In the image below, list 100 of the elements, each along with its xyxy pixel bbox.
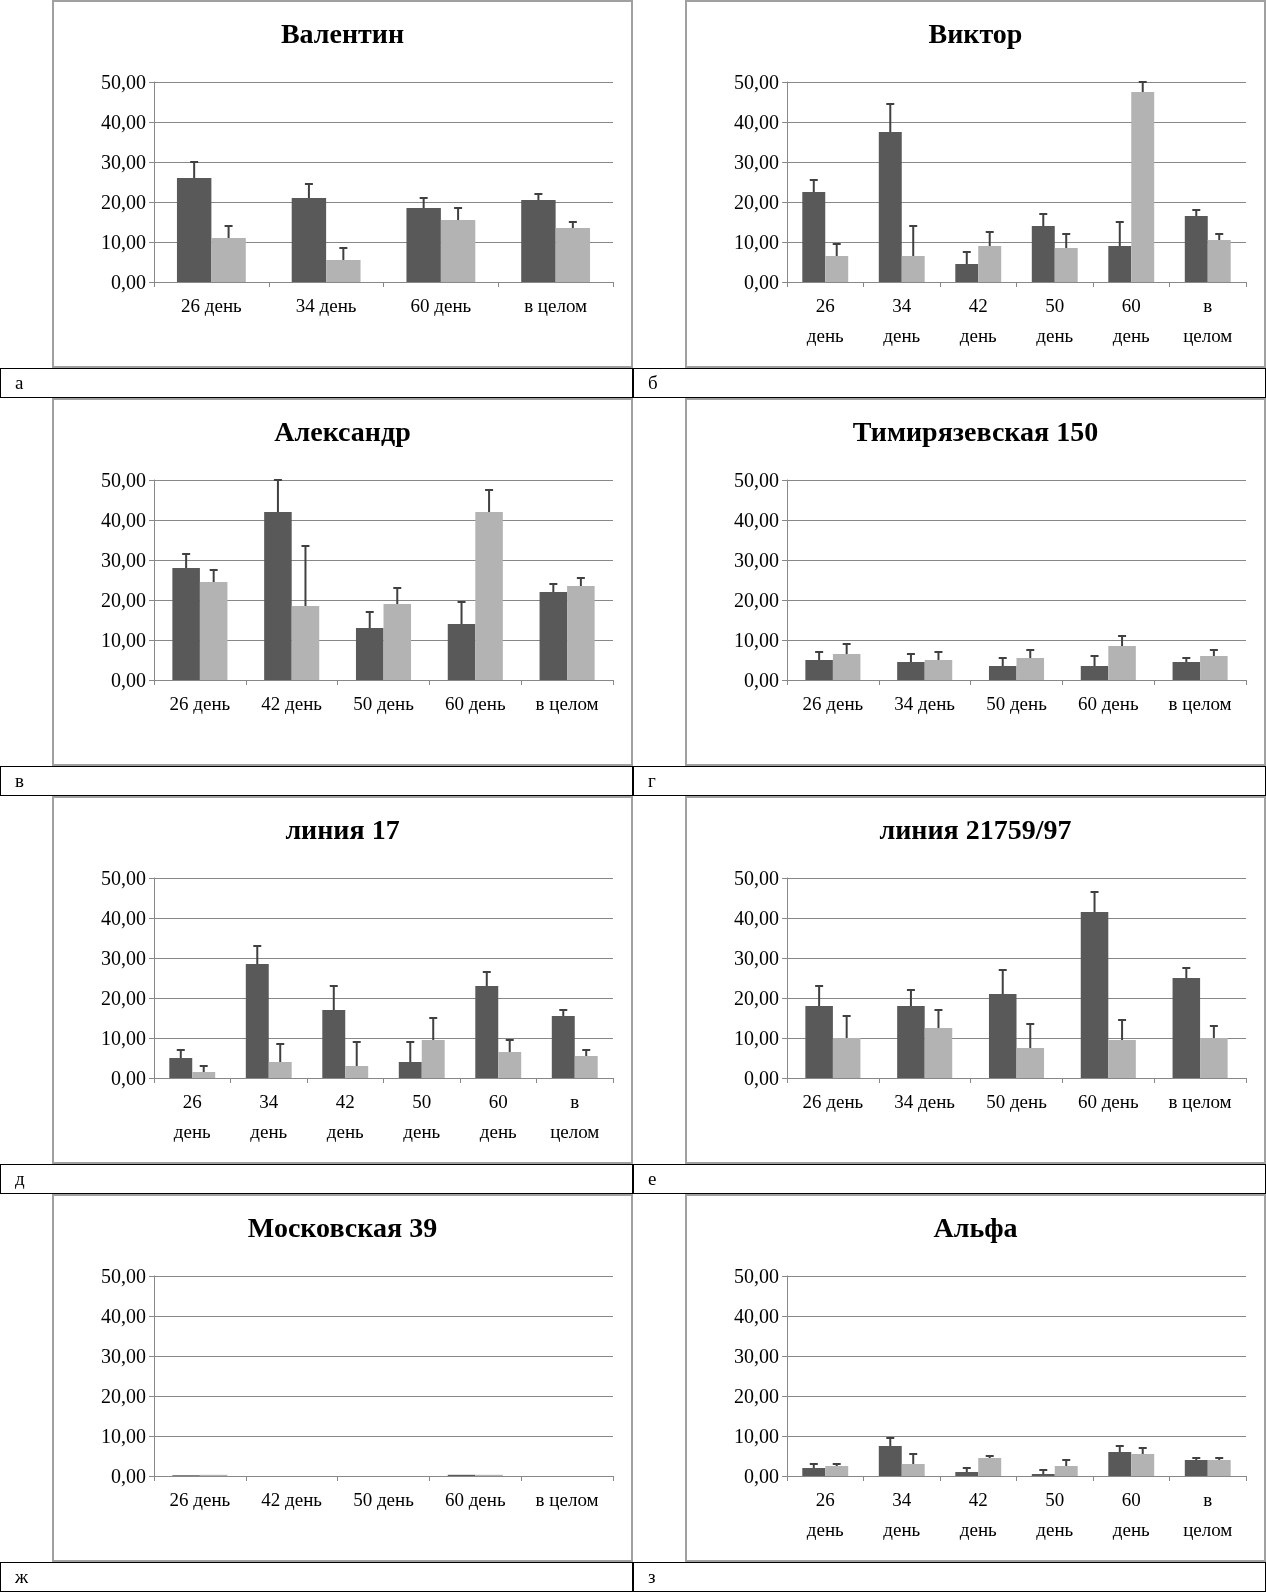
y-tick-label: 50,00	[101, 469, 146, 491]
y-tick-label: 20,00	[734, 1385, 779, 1407]
x-tick-label: в целом	[1183, 1488, 1233, 1540]
y-tick-label: 40,00	[101, 907, 146, 929]
y-tick-label: 30,00	[734, 549, 779, 571]
y-tick-label: 0,00	[111, 271, 146, 293]
y-tick-label: 30,00	[734, 947, 779, 969]
x-tick-label: 26 день	[802, 1090, 864, 1112]
x-tick-label: 60 день	[1077, 1090, 1139, 1112]
x-tick-label: в целом	[550, 1090, 600, 1142]
y-tick-label: 30,00	[101, 549, 146, 571]
y-tick-label: 50,00	[734, 469, 779, 491]
y-tick-label: 0,00	[744, 271, 779, 293]
chart-title: линия 17	[285, 813, 400, 845]
x-tick-label: 50 день	[353, 1488, 415, 1510]
x-tick-label: 34 день	[883, 294, 921, 346]
y-tick-label: 40,00	[101, 1305, 146, 1327]
y-tick-label: 50,00	[101, 867, 146, 889]
y-tick-label: 20,00	[734, 191, 779, 213]
x-tick-label: 60 день	[1077, 692, 1139, 714]
y-tick-label: 10,00	[101, 1027, 146, 1049]
x-tick-label: 50 день	[986, 1090, 1048, 1112]
chart-title: линия 21759/97	[879, 813, 1072, 845]
y-tick-label: 10,00	[101, 629, 146, 651]
text: б	[633, 368, 1266, 398]
x-tick-label: 42 день	[261, 692, 323, 714]
text: з	[633, 1562, 1266, 1592]
x-tick-label: 42 день	[326, 1090, 365, 1142]
x-tick-label: в целом	[1168, 1090, 1232, 1112]
text: а	[0, 368, 633, 398]
y-tick-label: 40,00	[734, 907, 779, 929]
y-tick-label: 10,00	[734, 231, 779, 253]
x-tick-label: 50 день	[403, 1090, 441, 1142]
x-tick-label: 26 день	[181, 294, 243, 316]
x-tick-label: 34 день	[883, 1488, 921, 1540]
x-tick-label: 34 день	[894, 1090, 956, 1112]
y-tick-label: 30,00	[101, 1345, 146, 1367]
x-tick-label: 34 день	[295, 294, 357, 316]
y-tick-label: 0,00	[111, 669, 146, 691]
y-tick-label: 50,00	[101, 1265, 146, 1287]
x-tick-label: 60 день	[444, 1488, 506, 1510]
x-tick-label: 34 день	[894, 692, 956, 714]
text: ж	[0, 1562, 633, 1592]
y-tick-label: 10,00	[734, 1425, 779, 1447]
y-tick-label: 20,00	[734, 589, 779, 611]
x-tick-label: 50 день	[1036, 294, 1074, 346]
x-tick-label: в целом	[535, 692, 599, 714]
y-tick-label: 0,00	[744, 669, 779, 691]
y-tick-label: 50,00	[734, 71, 779, 93]
y-tick-label: 10,00	[101, 231, 146, 253]
x-tick-label: 60 день	[444, 692, 506, 714]
x-tick-label: в целом	[524, 294, 588, 316]
x-tick-label: в целом	[535, 1488, 599, 1510]
y-tick-label: 0,00	[744, 1067, 779, 1089]
y-tick-label: 20,00	[101, 191, 146, 213]
x-tick-label: 50 день	[986, 692, 1048, 714]
x-tick-label: 60 день	[1112, 294, 1151, 346]
y-tick-label: 0,00	[744, 1465, 779, 1487]
y-tick-label: 50,00	[101, 71, 146, 93]
y-tick-label: 20,00	[101, 987, 146, 1009]
x-tick-label: 26 день	[173, 1090, 212, 1142]
y-tick-label: 10,00	[734, 1027, 779, 1049]
x-tick-label: 26 день	[806, 294, 845, 346]
y-tick-label: 30,00	[734, 1345, 779, 1367]
y-tick-label: 30,00	[734, 151, 779, 173]
x-tick-label: 50 день	[353, 692, 415, 714]
y-tick-label: 40,00	[101, 111, 146, 133]
y-tick-label: 50,00	[734, 867, 779, 889]
chart-title: Московская 39	[247, 1211, 438, 1243]
y-tick-label: 20,00	[101, 589, 146, 611]
y-tick-label: 30,00	[101, 151, 146, 173]
y-tick-label: 10,00	[734, 629, 779, 651]
y-tick-label: 40,00	[734, 1305, 779, 1327]
chart-title: Виктор	[928, 17, 1023, 49]
chart-title: Тимирязевская 150	[852, 415, 1099, 447]
x-tick-label: 42 день	[959, 294, 998, 346]
y-tick-label: 40,00	[734, 111, 779, 133]
x-tick-label: в целом	[1168, 692, 1232, 714]
y-tick-label: 30,00	[101, 947, 146, 969]
y-tick-label: 50,00	[734, 1265, 779, 1287]
text: г	[633, 766, 1266, 796]
x-tick-label: в целом	[1183, 294, 1233, 346]
x-tick-label: 60 день	[1112, 1488, 1151, 1540]
y-tick-label: 10,00	[101, 1425, 146, 1447]
x-tick-label: 60 день	[410, 294, 472, 316]
x-tick-label: 60 день	[479, 1090, 518, 1142]
x-tick-label: 26 день	[802, 692, 864, 714]
text: е	[633, 1164, 1266, 1194]
x-tick-label: 42 день	[959, 1488, 998, 1540]
chart-title: Александр	[274, 415, 411, 447]
y-tick-label: 0,00	[111, 1465, 146, 1487]
x-tick-label: 26 день	[169, 1488, 231, 1510]
x-tick-label: 42 день	[261, 1488, 323, 1510]
y-tick-label: 40,00	[101, 509, 146, 531]
y-tick-label: 20,00	[734, 987, 779, 1009]
chart-title: Альфа	[933, 1211, 1018, 1243]
x-tick-label: 50 день	[1036, 1488, 1074, 1540]
x-tick-label: 26 день	[806, 1488, 845, 1540]
x-tick-label: 34 день	[250, 1090, 288, 1142]
y-tick-label: 0,00	[111, 1067, 146, 1089]
